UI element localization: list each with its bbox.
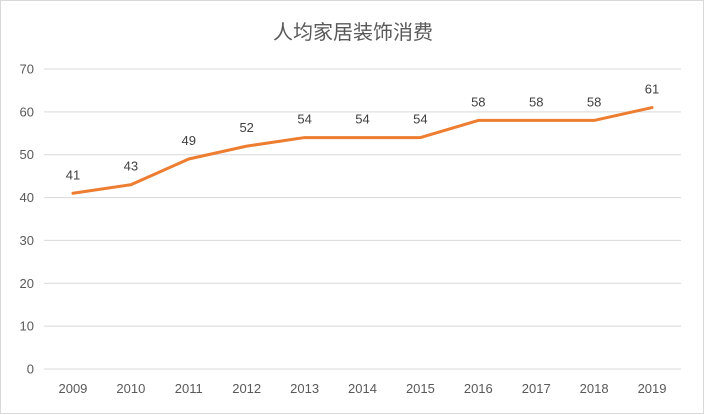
- data-label: 52: [239, 120, 253, 135]
- y-tick-label: 40: [20, 190, 34, 205]
- x-tick-label: 2009: [58, 381, 87, 396]
- chart-title: 人均家居装饰消费: [273, 20, 433, 44]
- y-tick-label: 70: [20, 62, 34, 77]
- data-label: 58: [587, 94, 601, 109]
- series-line: [71, 106, 654, 195]
- y-tick-label: 30: [20, 233, 34, 248]
- x-tick-label: 2019: [638, 381, 667, 396]
- data-label: 41: [66, 167, 80, 182]
- y-tick-label: 60: [20, 104, 34, 119]
- x-tick-label: 2013: [290, 381, 319, 396]
- data-label: 58: [471, 94, 485, 109]
- data-label: 54: [297, 112, 311, 127]
- x-tick-label: 2012: [232, 381, 261, 396]
- x-tick-label: 2015: [406, 381, 435, 396]
- x-axis-ticks: 2009 2010 2011 2012 2013 2014 2015 2016 2017 2018…: [58, 381, 666, 396]
- x-tick-label: 2016: [464, 381, 493, 396]
- x-tick-label: 2018: [580, 381, 609, 396]
- x-tick-label: 2017: [522, 381, 551, 396]
- y-axis-ticks: 0 10 20 30 40 50 60 70: [20, 62, 34, 377]
- data-label: 54: [355, 112, 369, 127]
- data-label: 61: [645, 82, 659, 97]
- x-tick-label: 2010: [116, 381, 145, 396]
- data-label: 43: [124, 159, 138, 174]
- y-tick-label: 0: [27, 362, 34, 377]
- gridlines: [44, 68, 681, 370]
- data-label: 49: [182, 133, 196, 148]
- y-tick-label: 20: [20, 276, 34, 291]
- series-line-group: [71, 106, 654, 195]
- data-labels: 41 43 49 52 54 54 54 58 58 58 61: [66, 82, 660, 183]
- y-tick-label: 10: [20, 319, 34, 334]
- x-tick-label: 2014: [348, 381, 377, 396]
- data-label: 58: [529, 94, 543, 109]
- data-label: 54: [413, 112, 427, 127]
- y-tick-label: 50: [20, 147, 34, 162]
- x-tick-label: 2011: [175, 381, 203, 396]
